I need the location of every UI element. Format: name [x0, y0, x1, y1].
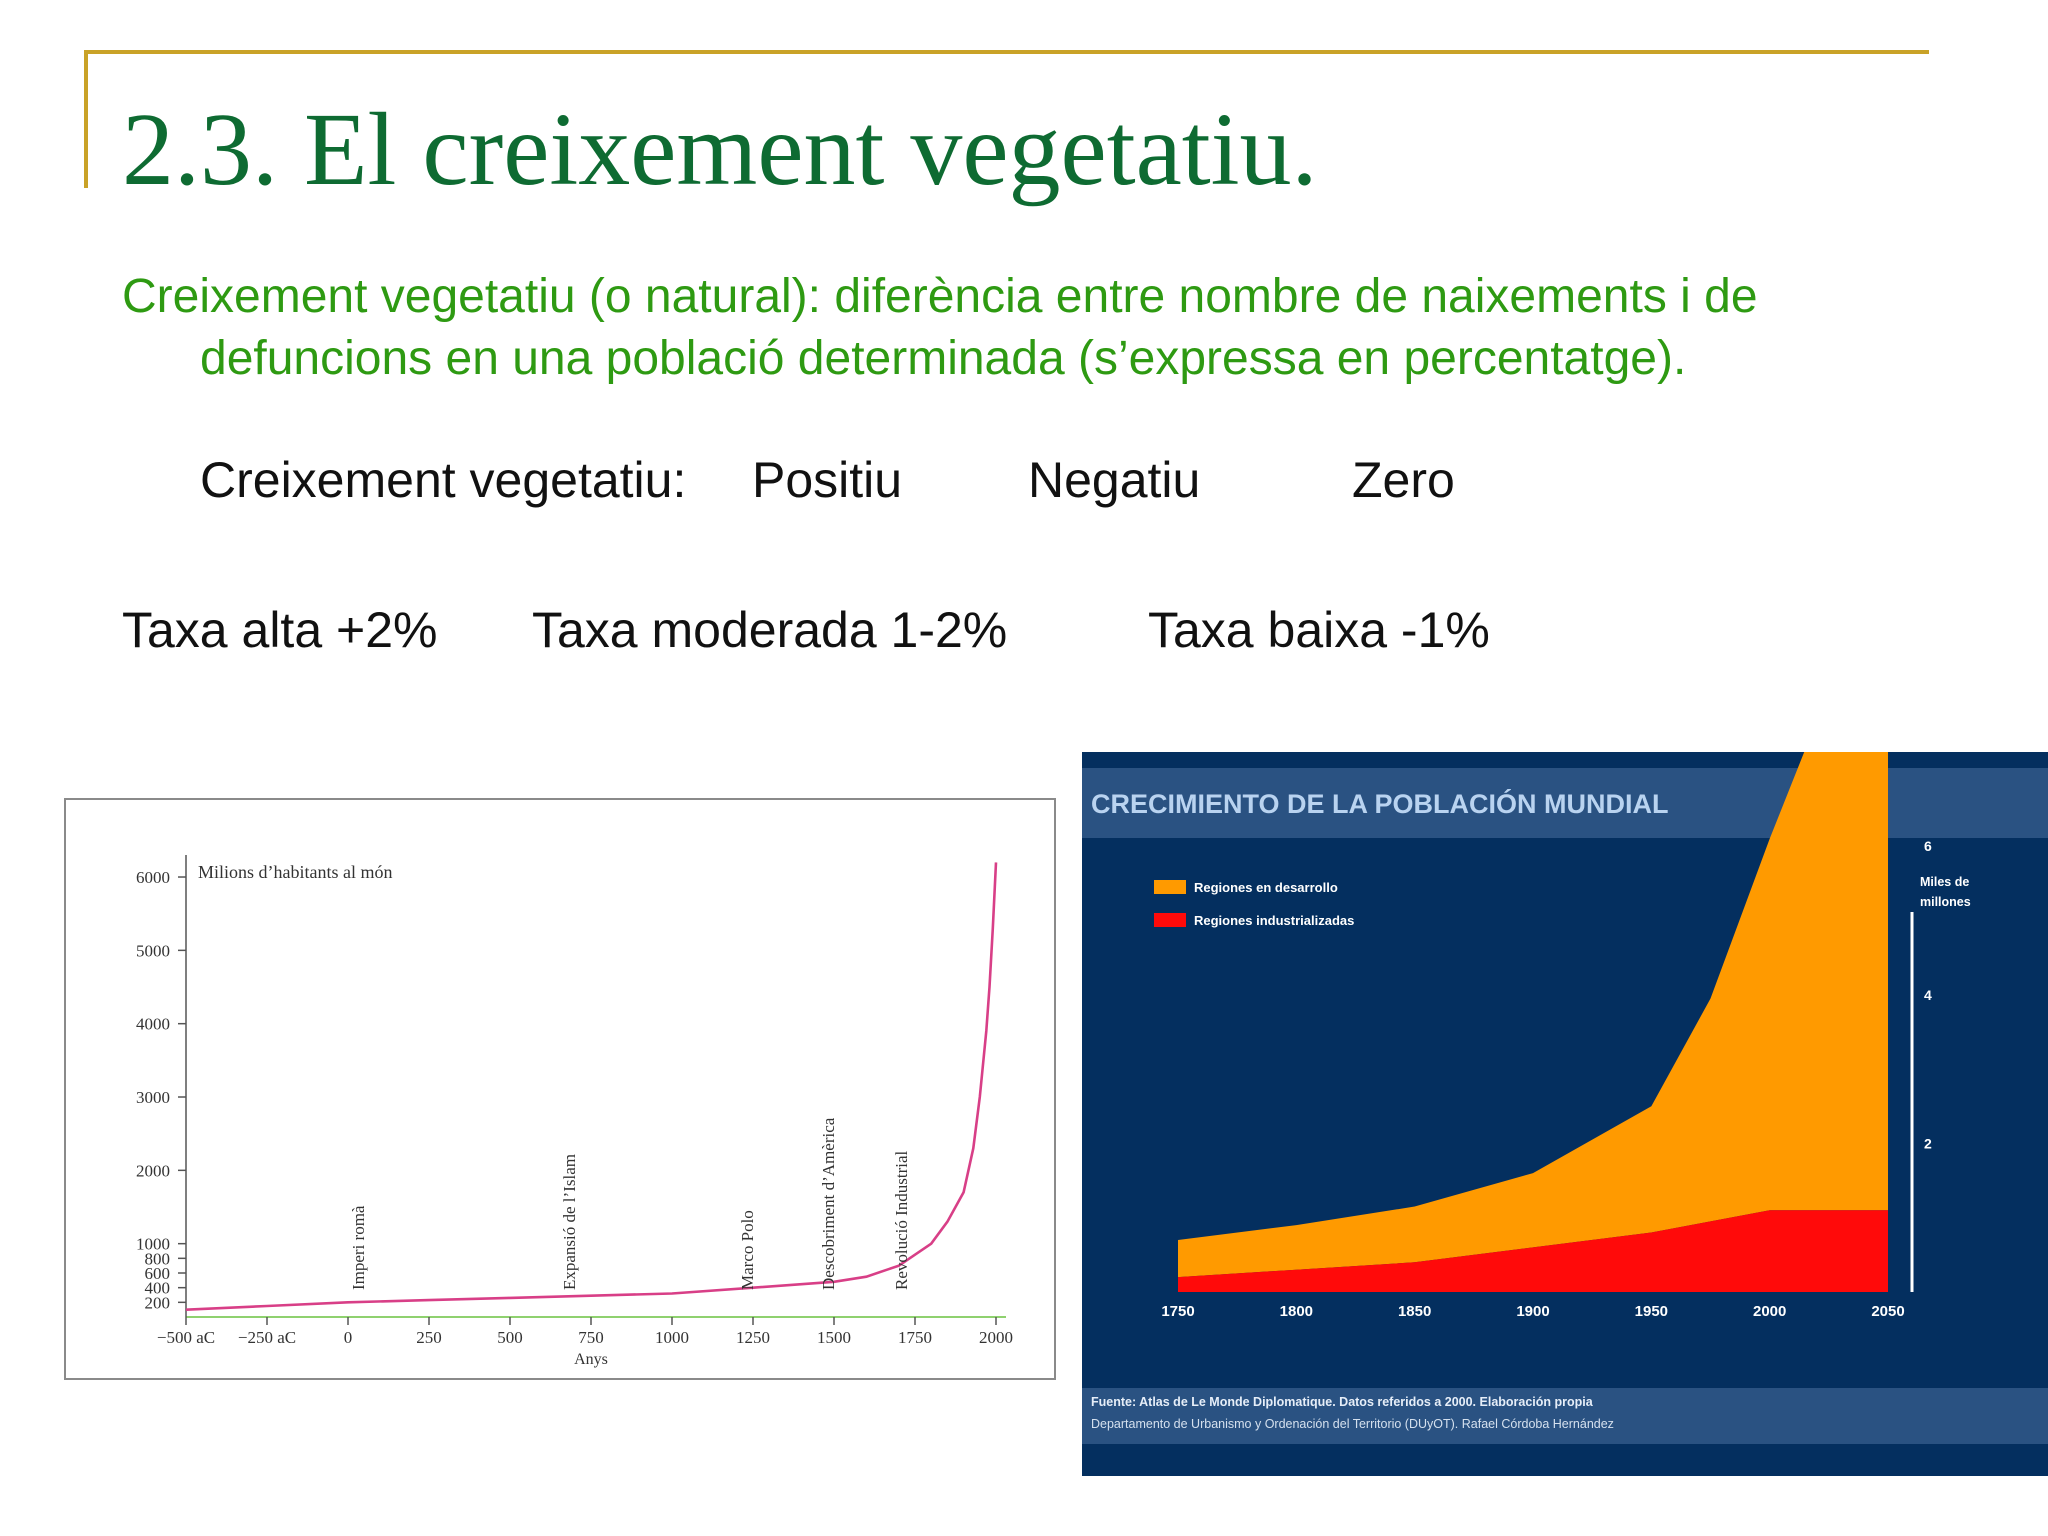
y-tick-label: 4000: [136, 1015, 170, 1034]
history-chart-svg: 200400600800100020003000400050006000−500…: [136, 855, 1013, 1368]
legend-label: Regiones en desarrollo: [1194, 880, 1338, 895]
chart-title: Milions d’habitants al món: [198, 862, 392, 882]
x-tick-label: 1900: [1516, 1303, 1549, 1320]
x-tick-label: 1750: [898, 1328, 932, 1347]
y-tick-label: 6000: [136, 868, 170, 887]
growth-chart-svg: CRECIMIENTO DE LA POBLACIÓN MUNDIAL Fuent…: [1082, 752, 2048, 1444]
frame-left-border: [84, 50, 88, 188]
x-tick-label: 1750: [1161, 1303, 1194, 1320]
definition-text: Creixement vegetatiu (o natural): diferè…: [122, 270, 1758, 385]
frame-top-border: [84, 50, 1929, 54]
x-tick-label: 0: [344, 1328, 353, 1347]
rate-high: Taxa alta +2%: [122, 602, 438, 658]
x-tick-label: 2000: [1753, 1303, 1786, 1320]
x-tick-label: 1950: [1635, 1303, 1668, 1320]
source-line-2: Departamento de Urbanismo y Ordenación d…: [1091, 1417, 1614, 1431]
area-developing-regions: [1178, 752, 1889, 1278]
y-tick-label: 2000: [136, 1161, 170, 1180]
x-tick-label: 2050: [1871, 1303, 1904, 1320]
source-line-1: Fuente: Atlas de Le Monde Diplomatique. …: [1091, 1395, 1594, 1409]
y-tick-label: 400: [145, 1279, 171, 1298]
growth-types-label: Creixement vegetatiu:: [200, 452, 687, 508]
y-tick-label: 6: [1924, 838, 1932, 854]
x-tick-label: 500: [497, 1328, 523, 1347]
x-tick-label: 750: [578, 1328, 604, 1347]
event-annotation: Revolució Industrial: [892, 1150, 911, 1290]
x-tick-label: 250: [416, 1328, 442, 1347]
x-tick-label: −500 aC: [157, 1328, 215, 1347]
event-annotation: Imperi romà: [349, 1205, 368, 1290]
rate-low: Taxa baixa -1%: [1148, 602, 1490, 658]
population-line: [185, 862, 998, 1311]
legend-swatch: [1154, 913, 1186, 927]
x-axis-title: Anys: [574, 1351, 608, 1368]
x-tick-label: 1850: [1398, 1303, 1431, 1320]
x-tick-label: −250 aC: [238, 1328, 296, 1347]
source-band: [1082, 1388, 2048, 1444]
y-tick-label: 600: [145, 1264, 171, 1283]
event-annotation: Expansió de l’Islam: [560, 1154, 579, 1290]
y-tick-label: 2: [1924, 1135, 1932, 1151]
event-annotation: Descobriment d’Amèrica: [819, 1117, 838, 1290]
y-tick-label: 4: [1924, 987, 1932, 1003]
growth-type-zero: Zero: [1352, 452, 1455, 508]
x-tick-label: 1800: [1280, 1303, 1313, 1320]
y-tick-label: 3000: [136, 1088, 170, 1107]
rate-moderate: Taxa moderada 1-2%: [532, 602, 1008, 658]
x-tick-label: 1250: [736, 1328, 770, 1347]
y-tick-label: 800: [145, 1249, 171, 1268]
legend-label: Regiones industrializadas: [1194, 913, 1354, 928]
y-tick-label: 5000: [136, 941, 170, 960]
x-tick-label: 1000: [655, 1328, 689, 1347]
y-tick-label: 1000: [136, 1235, 170, 1254]
world-population-history-chart: 200 400 600 800 1000 2000 3000 4000 5000 6000 −500…: [64, 798, 1056, 1380]
y-axis-title-line-2: millones: [1920, 895, 1971, 909]
x-tick-label: 2000: [979, 1328, 1013, 1347]
x-tick-label: 1500: [817, 1328, 851, 1347]
event-annotation: Marco Polo: [738, 1210, 757, 1290]
area-industrialized-regions: [1178, 1210, 1889, 1292]
growth-type-positive: Positiu: [752, 452, 903, 508]
slide-title: 2.3. El creixement vegetatiu.: [122, 92, 1318, 207]
growth-type-negative: Negatiu: [1028, 452, 1201, 508]
y-tick-label: 200: [145, 1293, 171, 1312]
chart-title: CRECIMIENTO DE LA POBLACIÓN MUNDIAL: [1091, 788, 1669, 819]
legend-swatch: [1154, 880, 1186, 894]
y-axis-title-line-1: Miles de: [1920, 875, 1969, 889]
world-population-growth-chart: CRECIMIENTO DE LA POBLACIÓN MUNDIAL Fuent…: [1082, 752, 2048, 1476]
